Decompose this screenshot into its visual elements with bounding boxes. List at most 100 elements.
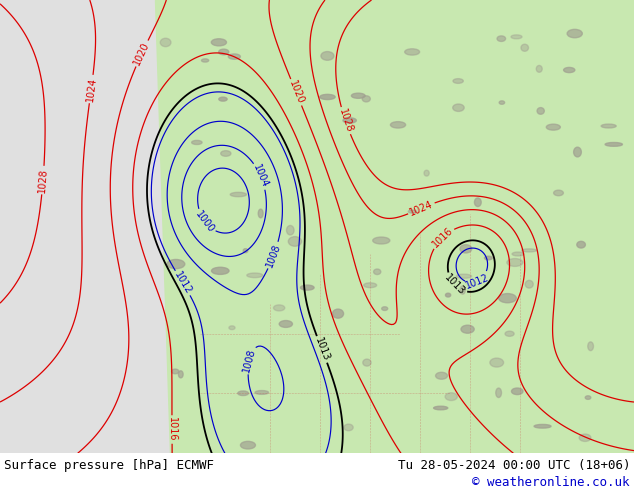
Ellipse shape [496, 388, 501, 397]
Ellipse shape [577, 241, 585, 248]
Text: 1020: 1020 [287, 79, 306, 105]
Ellipse shape [301, 285, 314, 290]
Ellipse shape [230, 193, 247, 196]
Text: 1028: 1028 [37, 168, 49, 193]
Text: 1012: 1012 [172, 270, 193, 296]
Ellipse shape [332, 309, 344, 318]
Ellipse shape [499, 294, 516, 303]
Ellipse shape [343, 118, 356, 123]
Ellipse shape [320, 95, 335, 99]
Ellipse shape [373, 237, 390, 244]
Text: 1000: 1000 [193, 209, 216, 234]
Ellipse shape [490, 358, 503, 367]
Ellipse shape [512, 252, 524, 256]
Ellipse shape [404, 49, 420, 55]
Ellipse shape [525, 280, 533, 288]
Ellipse shape [456, 274, 472, 278]
Ellipse shape [391, 122, 406, 128]
Ellipse shape [521, 44, 529, 51]
Ellipse shape [344, 424, 353, 431]
Ellipse shape [351, 93, 365, 98]
Ellipse shape [585, 396, 591, 399]
Ellipse shape [362, 96, 370, 102]
Ellipse shape [178, 371, 183, 378]
Ellipse shape [373, 269, 381, 274]
Ellipse shape [507, 259, 523, 267]
Ellipse shape [172, 369, 179, 374]
Ellipse shape [579, 434, 591, 441]
Ellipse shape [228, 54, 240, 59]
Text: 1016: 1016 [167, 417, 177, 442]
Text: 1024: 1024 [408, 199, 435, 218]
Ellipse shape [212, 267, 229, 274]
Ellipse shape [160, 38, 171, 47]
Ellipse shape [211, 39, 226, 46]
Ellipse shape [497, 36, 505, 42]
Ellipse shape [279, 320, 292, 327]
Ellipse shape [547, 124, 560, 130]
Ellipse shape [424, 170, 429, 176]
Ellipse shape [505, 331, 514, 336]
Text: 1028: 1028 [337, 107, 354, 134]
Ellipse shape [522, 249, 536, 252]
Ellipse shape [534, 424, 551, 428]
Ellipse shape [202, 59, 209, 62]
Ellipse shape [243, 248, 248, 253]
Text: 1013: 1013 [313, 336, 331, 363]
Ellipse shape [499, 101, 505, 104]
Ellipse shape [484, 256, 492, 260]
Ellipse shape [434, 406, 448, 410]
Ellipse shape [221, 150, 231, 156]
Ellipse shape [537, 108, 545, 114]
Ellipse shape [574, 147, 581, 157]
Ellipse shape [511, 35, 522, 39]
Text: Surface pressure [hPa] ECMWF: Surface pressure [hPa] ECMWF [4, 459, 214, 472]
Ellipse shape [453, 104, 464, 111]
Ellipse shape [287, 225, 294, 235]
Ellipse shape [446, 293, 451, 297]
Ellipse shape [536, 66, 542, 73]
Ellipse shape [408, 210, 417, 213]
Ellipse shape [453, 79, 463, 83]
Ellipse shape [288, 237, 302, 246]
Text: 1024: 1024 [85, 76, 98, 102]
Ellipse shape [255, 391, 269, 394]
Text: 1008: 1008 [264, 242, 283, 269]
Text: Tu 28-05-2024 00:00 UTC (18+06): Tu 28-05-2024 00:00 UTC (18+06) [398, 459, 630, 472]
Ellipse shape [238, 391, 249, 395]
Ellipse shape [364, 283, 377, 288]
Text: 1020: 1020 [132, 40, 152, 67]
Text: 1008: 1008 [242, 347, 257, 373]
Ellipse shape [191, 141, 202, 145]
Ellipse shape [588, 342, 593, 351]
Ellipse shape [382, 307, 388, 311]
Polygon shape [155, 0, 634, 453]
Ellipse shape [460, 286, 465, 294]
Ellipse shape [553, 190, 564, 196]
Ellipse shape [258, 209, 263, 218]
Ellipse shape [321, 51, 334, 60]
Ellipse shape [564, 68, 575, 73]
Ellipse shape [240, 441, 256, 449]
Ellipse shape [436, 372, 448, 379]
Ellipse shape [601, 124, 616, 128]
Ellipse shape [445, 393, 457, 400]
Ellipse shape [567, 29, 583, 38]
Ellipse shape [219, 97, 227, 101]
Text: 1012: 1012 [463, 272, 490, 291]
Text: 1004: 1004 [251, 163, 270, 189]
Ellipse shape [273, 305, 285, 311]
Ellipse shape [247, 273, 262, 278]
Ellipse shape [474, 198, 481, 207]
Ellipse shape [229, 326, 235, 330]
Ellipse shape [363, 359, 371, 366]
Ellipse shape [460, 245, 472, 253]
Ellipse shape [167, 260, 185, 269]
Text: 1013: 1013 [443, 273, 467, 297]
Ellipse shape [605, 143, 623, 147]
Text: © weatheronline.co.uk: © weatheronline.co.uk [472, 476, 630, 489]
Text: 1016: 1016 [430, 225, 455, 249]
Ellipse shape [461, 325, 474, 333]
Ellipse shape [512, 388, 523, 394]
Ellipse shape [219, 49, 229, 55]
